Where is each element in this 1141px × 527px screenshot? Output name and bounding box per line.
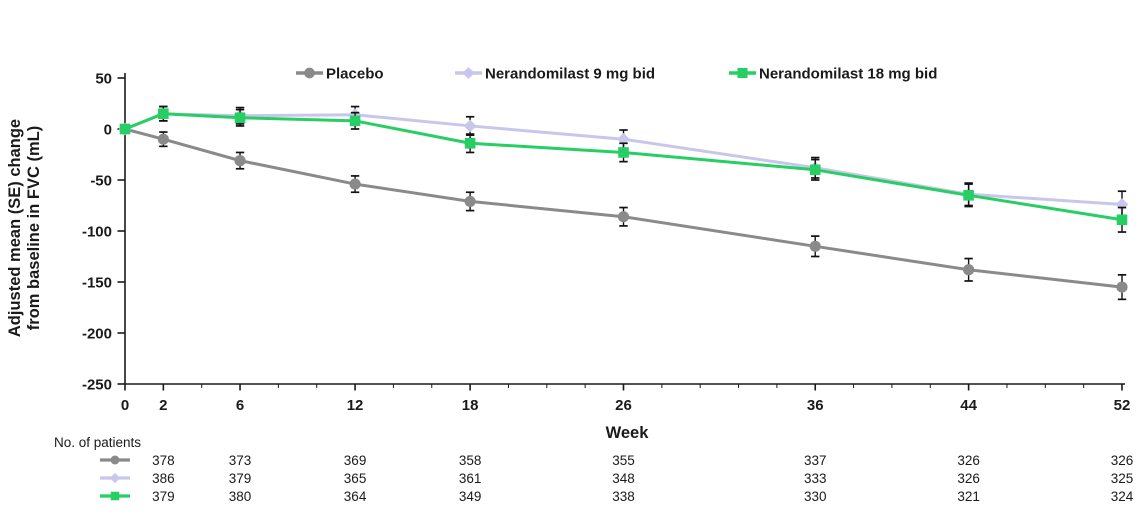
patients-count: 373 (229, 453, 252, 468)
data-point-marker (234, 155, 246, 167)
legend-label: Nerandomilast 18 mg bid (759, 65, 937, 82)
x-tick-label: 6 (236, 397, 244, 414)
patients-count: 379 (229, 471, 252, 486)
patients-row-square-icon (110, 491, 120, 501)
x-tick-label: 2 (159, 397, 167, 414)
data-point-marker (963, 190, 974, 201)
patients-count: 365 (344, 471, 367, 486)
data-point-marker (1116, 214, 1128, 226)
patients-count: 325 (1111, 471, 1134, 486)
y-tick-label: -250 (82, 376, 112, 393)
patients-count: 369 (344, 453, 367, 468)
data-point-marker (349, 115, 361, 127)
patients-count: 379 (152, 489, 175, 504)
patients-count: 326 (957, 453, 980, 468)
y-tick-label: -150 (82, 274, 112, 291)
legend-square-icon (737, 67, 748, 79)
x-tick-label: 52 (1114, 397, 1131, 414)
data-point-marker (464, 137, 476, 149)
patients-count: 326 (1111, 453, 1134, 468)
patients-count: 358 (459, 453, 482, 468)
y-axis-title-line2: from baseline in FVC (mL) (25, 126, 43, 330)
data-point-marker (963, 264, 975, 276)
patients-count: 337 (804, 453, 827, 468)
data-point-marker (617, 211, 630, 223)
x-tick-label: 26 (615, 397, 632, 414)
patients-count: 380 (229, 489, 252, 504)
x-tick-label: 36 (807, 397, 824, 414)
x-tick-label: 44 (960, 397, 977, 414)
data-point-marker (157, 133, 169, 145)
patients-count: 349 (459, 489, 482, 504)
patients-row-circle-icon (110, 455, 120, 465)
patients-count: 333 (804, 471, 827, 486)
patients-count: 324 (1111, 489, 1134, 504)
y-tick-label: -200 (82, 325, 112, 342)
data-point-marker (158, 108, 169, 119)
patients-count: 355 (612, 453, 635, 468)
y-axis-title-line1: Adjusted mean (SE) change (6, 119, 24, 337)
patients-count: 364 (344, 489, 367, 504)
legend-label: Nerandomilast 9 mg bid (485, 65, 655, 82)
legend-group: Placebo Nerandomilast 9 mg bid Nerandomila… (296, 65, 937, 82)
patients-count: 326 (957, 471, 980, 486)
x-axis-title: Week (606, 424, 650, 442)
data-point-marker (618, 147, 629, 158)
y-tick-label: 0 (104, 121, 112, 138)
patients-count: 348 (612, 471, 635, 486)
patients-count: 338 (612, 489, 635, 504)
data-point-marker (464, 195, 476, 208)
legend-circle-icon (304, 67, 315, 79)
x-tick-label: 12 (347, 397, 364, 414)
series-group (118, 105, 1129, 301)
data-point-marker (463, 119, 477, 133)
patients-count: 321 (957, 489, 980, 504)
data-point-marker (349, 178, 361, 190)
data-point-marker (809, 164, 821, 176)
y-tick-label: -50 (90, 172, 112, 189)
patients-table-group: 378 373 369 358 355 337 326 326 386 379 365 361 348 3… (100, 453, 1134, 504)
patients-count: 330 (804, 489, 827, 504)
patients-row-diamond-icon (109, 472, 121, 484)
data-point-marker (1116, 281, 1128, 293)
y-tick-label: -100 (82, 223, 112, 240)
patients-table-title: No. of patients (54, 435, 141, 450)
patients-count: 378 (152, 453, 175, 468)
data-point-marker (119, 123, 131, 135)
legend-label: Placebo (326, 65, 384, 82)
patients-count: 361 (459, 471, 482, 486)
x-tick-label: 18 (462, 397, 479, 414)
patients-count: 386 (152, 471, 175, 486)
x-tick-label: 0 (121, 397, 129, 414)
y-tick-label: 50 (95, 70, 112, 87)
data-point-marker (234, 112, 246, 124)
data-point-marker (809, 240, 821, 252)
legend-diamond-icon (462, 66, 475, 80)
